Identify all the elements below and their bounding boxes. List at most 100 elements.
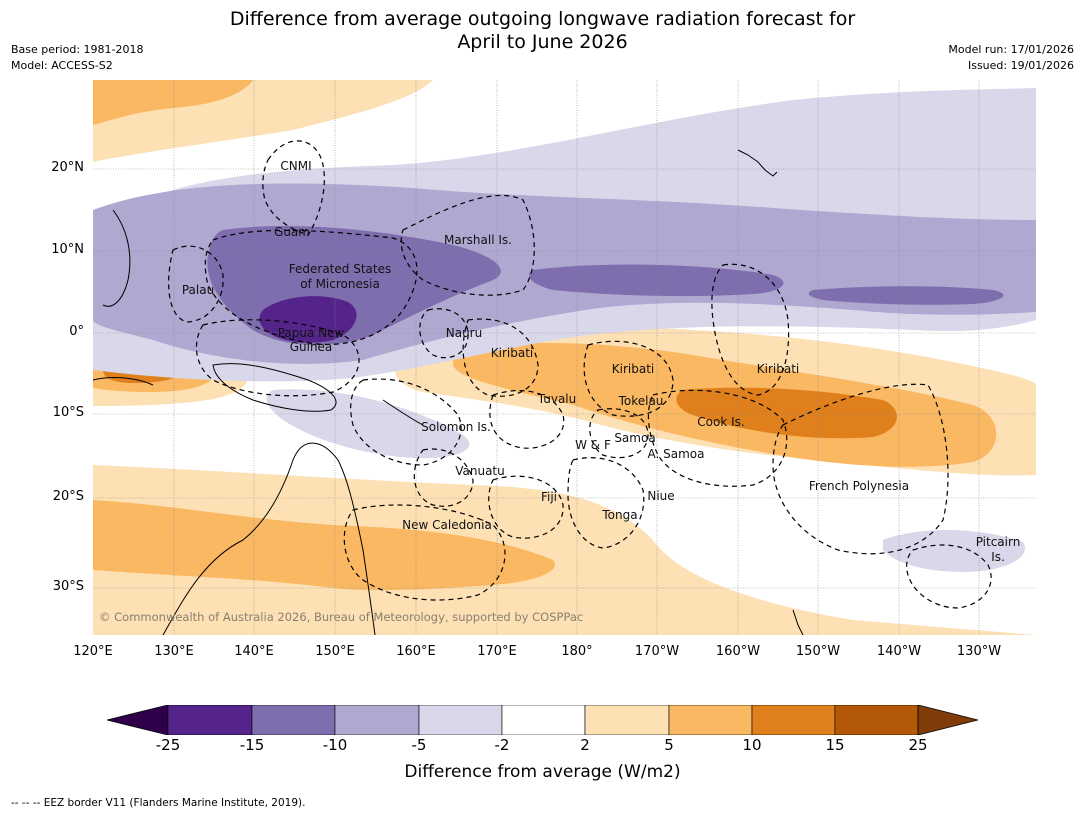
- australia-coast: [162, 442, 376, 635]
- eez-fiji: [488, 475, 564, 539]
- eez-fsm: [204, 229, 418, 346]
- eez-kiribati-west: [462, 318, 539, 397]
- eez-png: [195, 319, 360, 397]
- eez-nauru: [419, 308, 469, 359]
- label-cnmi: CNMI: [280, 159, 311, 173]
- eez-cnmi: [262, 140, 325, 236]
- eez-borders: [168, 140, 992, 609]
- meta-left: Base period: 1981-2018 Model: ACCESS-S2: [11, 42, 143, 74]
- colorbar-tick-neg25: -25: [155, 736, 181, 754]
- lat-tick-30s: 30°S: [52, 579, 84, 594]
- eez-vanuatu: [413, 448, 474, 507]
- olr-anomaly-map: CNMI Guam Marshall Is. Federated States …: [93, 80, 1036, 635]
- colorbar-segment-4: [418, 705, 503, 735]
- colorbar-tick-2: 2: [580, 736, 590, 754]
- chart-title: Difference from average outgoing longwav…: [0, 8, 1085, 54]
- lon-tick-140w: 140°W: [876, 644, 922, 659]
- colorbar-arrow-max: [917, 705, 978, 735]
- eez-tuvalu: [489, 389, 565, 449]
- lon-tick-170e: 170°E: [477, 644, 517, 659]
- lon-tick-140e: 140°E: [234, 644, 274, 659]
- coastlines: [93, 149, 804, 635]
- colorbar-tick-neg15: -15: [239, 736, 265, 754]
- label-wallis-futuna: W & F: [575, 438, 611, 452]
- lat-tick-20n: 20°N: [51, 160, 84, 175]
- lon-tick-160w: 160°W: [715, 644, 761, 659]
- colorbar: [107, 705, 978, 735]
- copyright-notice: © Commonwealth of Australia 2026, Bureau…: [99, 610, 583, 624]
- eez-tonga-niue: [567, 457, 645, 549]
- anomaly-neg-2-5-pitcairn: [883, 530, 1025, 572]
- label-marshall-islands: Marshall Is.: [444, 233, 512, 247]
- colorbar-tick-10: 10: [742, 736, 762, 754]
- eez-legend-note: -- -- -- EEZ border V11 (Flanders Marine…: [11, 797, 306, 809]
- hawaii-coast: [737, 149, 778, 177]
- colorbar-segment-7: [668, 705, 753, 735]
- colorbar-segment-5: [501, 705, 586, 735]
- colorbar-segment-9: [834, 705, 919, 735]
- colorbar-tick-neg10: -10: [322, 736, 348, 754]
- colorbar-segment-8: [751, 705, 836, 735]
- colorbar-arrow-min: [107, 705, 169, 735]
- lon-tick-150w: 150°W: [795, 644, 841, 659]
- issued-date: Issued: 19/01/2026: [967, 59, 1074, 72]
- label-kiribati-central: Kiribati: [612, 362, 654, 376]
- label-kiribati-east: Kiribati: [757, 362, 799, 376]
- label-fsm-line-2: of Micronesia: [300, 277, 380, 291]
- eez-kiribati-line: [711, 263, 790, 396]
- philippines-coast: [102, 209, 131, 307]
- label-palau: Palau: [182, 283, 214, 297]
- title-line-2: April to June 2026: [457, 31, 628, 53]
- colorbar-tick-5: 5: [664, 736, 674, 754]
- model-name: Model: ACCESS-S2: [11, 59, 113, 72]
- label-png-line-2: Guinea: [290, 340, 333, 354]
- anomaly-5-10-south: [93, 500, 555, 591]
- colorbar-label: Difference from average (W/m2): [404, 762, 681, 782]
- label-american-samoa: A. Samoa: [648, 447, 705, 461]
- colorbar-segment-6: [584, 705, 670, 735]
- anomaly-neg-10-15-east: [529, 264, 784, 297]
- label-french-polynesia: French Polynesia: [809, 479, 909, 493]
- label-tonga: Tonga: [601, 508, 637, 522]
- map-gridlines: [93, 80, 1036, 635]
- eez-french-polynesia: [772, 383, 949, 555]
- lat-tick-20s: 20°S: [52, 489, 84, 504]
- label-guam: Guam: [274, 225, 310, 239]
- lon-tick-160e: 160°E: [396, 644, 436, 659]
- lat-tick-0: 0°: [69, 324, 84, 339]
- colorbar-tick-25: 25: [908, 736, 928, 754]
- anomaly-neg-10-15-far-east: [808, 286, 1004, 305]
- indonesia-coast: [93, 377, 154, 386]
- lat-tick-10s: 10°S: [52, 405, 84, 420]
- eez-cook: [647, 389, 788, 487]
- anomaly-neg-2-5-south: [266, 389, 470, 459]
- label-png-line-1: Papua New: [278, 326, 345, 340]
- colorbar-segment-1: [167, 705, 253, 735]
- solomon-coast: [382, 399, 424, 426]
- label-fsm-line-1: Federated States: [289, 262, 391, 276]
- model-run: Model run: 17/01/2026: [948, 43, 1074, 56]
- eez-kiribati-phoenix: [583, 340, 674, 417]
- colorbar-segment-2: [251, 705, 336, 735]
- label-fiji: Fiji: [541, 490, 557, 504]
- label-cook-islands: Cook Is.: [697, 415, 744, 429]
- eez-palau: [168, 245, 224, 323]
- label-niue: Niue: [647, 489, 674, 503]
- label-tokelau: Tokelau: [618, 394, 664, 408]
- eez-pitcairn: [906, 544, 992, 609]
- lon-tick-120e: 120°E: [73, 644, 113, 659]
- lon-tick-150e: 150°E: [315, 644, 355, 659]
- anomaly-2-5-south: [93, 465, 1036, 635]
- colorbar-segment-3: [334, 705, 420, 735]
- label-pitcairn-line-1: Pitcairn: [976, 535, 1021, 549]
- new-guinea-coast: [212, 363, 337, 412]
- eez-solomon: [350, 378, 462, 466]
- label-nauru: Nauru: [446, 326, 482, 340]
- lon-tick-130e: 130°E: [154, 644, 194, 659]
- lat-tick-10n: 10°N: [51, 242, 84, 257]
- label-kiribati-west: Kiribati: [491, 346, 533, 360]
- colorbar-tick-neg5: -5: [411, 736, 427, 754]
- colorbar-tick-neg2: -2: [494, 736, 510, 754]
- label-samoa: Samoa: [614, 431, 655, 445]
- nz-coast: [792, 609, 804, 635]
